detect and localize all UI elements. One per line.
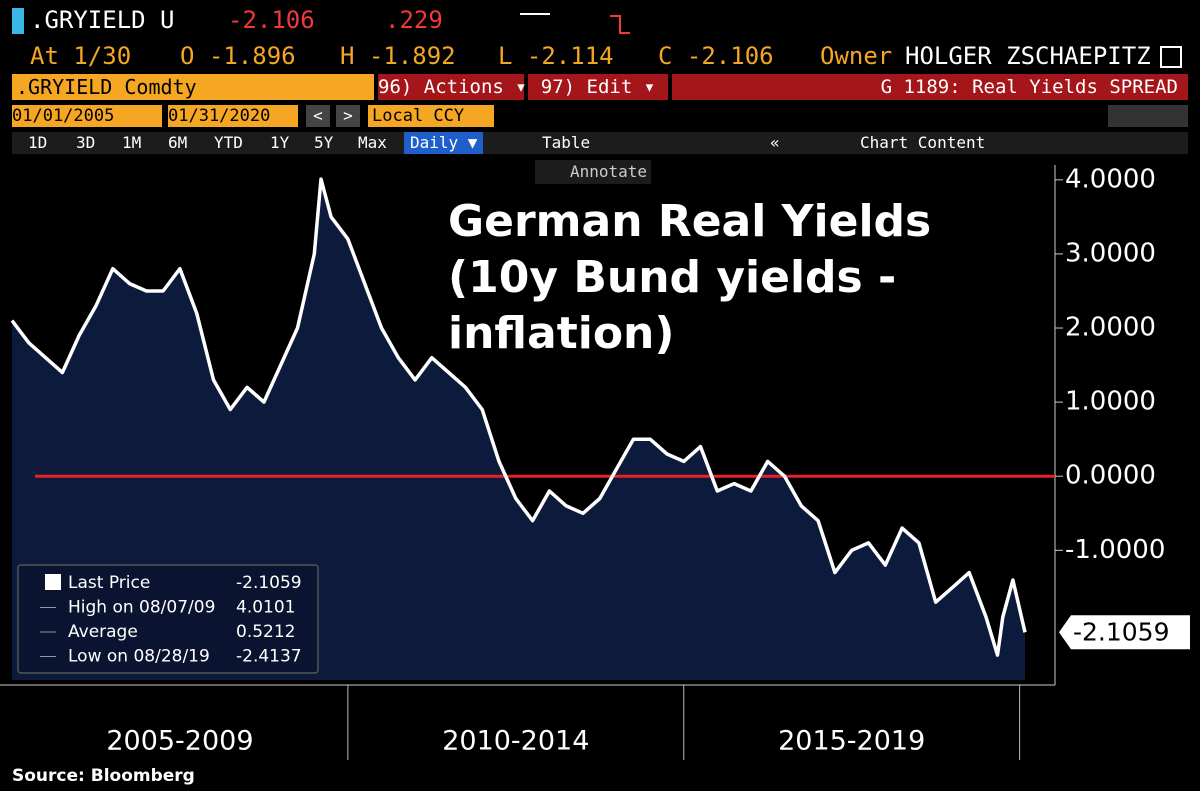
y-tick-label: 0.0000 bbox=[1065, 461, 1156, 491]
owner: HOLGER ZSCHAEPITZ bbox=[905, 42, 1151, 70]
range-button[interactable]: 6M bbox=[168, 133, 188, 152]
edit-button[interactable]: 97) Edit ▾ bbox=[528, 74, 668, 100]
line bbox=[10, 177, 1027, 657]
legend-label: High on 08/07/09 bbox=[68, 598, 215, 618]
y-tick-label: 3.0000 bbox=[1065, 238, 1156, 268]
at: At 1/30 bbox=[30, 42, 132, 70]
range-button[interactable]: Max bbox=[358, 133, 387, 152]
spark-red bbox=[610, 15, 630, 34]
y-tick-label: 2.0000 bbox=[1065, 313, 1156, 343]
y-tick-label: -1.0000 bbox=[1065, 535, 1165, 565]
range-button[interactable]: 3D bbox=[76, 133, 96, 152]
legend-value: -2.4137 bbox=[236, 647, 302, 667]
close: C -2.106 bbox=[658, 42, 774, 70]
ticker: .GRYIELD U bbox=[30, 6, 175, 34]
legend-box bbox=[17, 564, 319, 674]
legend-value: 4.0101 bbox=[236, 598, 295, 618]
owner-label: Owner bbox=[820, 42, 893, 70]
range-button[interactable]: 1M bbox=[122, 133, 142, 152]
next-button[interactable]: > bbox=[336, 105, 360, 127]
range-button[interactable]: Daily ▼ bbox=[404, 132, 484, 154]
y-tick-label: 4.0000 bbox=[1065, 164, 1156, 194]
last-label: -2.1059 bbox=[1073, 617, 1170, 646]
legend-label: Last Price bbox=[68, 573, 150, 593]
low: L -2.114 bbox=[498, 42, 614, 70]
indicator bbox=[12, 8, 24, 34]
range-button[interactable]: 1D bbox=[28, 133, 48, 152]
undo-settings[interactable] bbox=[1108, 105, 1188, 127]
range-button[interactable]: 5Y bbox=[314, 133, 334, 152]
legend-label: Average bbox=[68, 622, 138, 642]
legend-swatch bbox=[45, 574, 61, 590]
collapse[interactable]: « bbox=[770, 133, 780, 152]
prev-button[interactable]: < bbox=[306, 105, 330, 127]
toolbar: 1D 3D 1M 6M YTD 1Y 5Y Max Daily ▼ bbox=[12, 132, 1188, 154]
x-tick-label: 2005-2009 bbox=[106, 726, 253, 757]
page-title: G 1189: Real Yields SPREAD bbox=[672, 74, 1188, 100]
source: Source: Bloomberg bbox=[12, 766, 195, 786]
sparkline bbox=[520, 13, 630, 34]
x-tick-label: 2015-2019 bbox=[778, 726, 925, 757]
chart-title: (10y Bund yields - bbox=[448, 252, 896, 303]
range-button[interactable]: 1Y bbox=[270, 133, 290, 152]
annotate[interactable]: Annotate bbox=[535, 160, 651, 184]
chart-title: inflation) bbox=[448, 308, 675, 359]
legend-label: Low on 08/28/19 bbox=[68, 647, 210, 667]
x-tick-label: 2010-2014 bbox=[442, 726, 589, 757]
change: .229 bbox=[385, 6, 443, 34]
last: -2.106 bbox=[228, 6, 315, 34]
area bbox=[12, 179, 1025, 680]
currency[interactable]: Local CCY bbox=[368, 105, 494, 127]
chart-title: German Real Yields bbox=[448, 196, 931, 247]
legend-value: -2.1059 bbox=[236, 573, 302, 593]
high: H -1.892 bbox=[340, 42, 456, 70]
last-label-box bbox=[1059, 615, 1190, 650]
security: .GRYIELD Comdty bbox=[12, 74, 374, 100]
export-icon[interactable] bbox=[1160, 46, 1182, 68]
chart-content[interactable]: Chart Content bbox=[860, 133, 986, 152]
range-button[interactable]: YTD bbox=[214, 133, 243, 152]
open: O -1.896 bbox=[180, 42, 296, 70]
end-date[interactable]: 01/31/2020 bbox=[168, 105, 298, 127]
legend-value: 0.5212 bbox=[236, 622, 295, 642]
table-button[interactable]: Table bbox=[542, 133, 591, 152]
actions-button[interactable]: 96) Actions ▾ bbox=[378, 74, 527, 100]
y-tick-label: 1.0000 bbox=[1065, 387, 1156, 417]
start-date[interactable]: 01/01/2005 bbox=[12, 105, 162, 127]
